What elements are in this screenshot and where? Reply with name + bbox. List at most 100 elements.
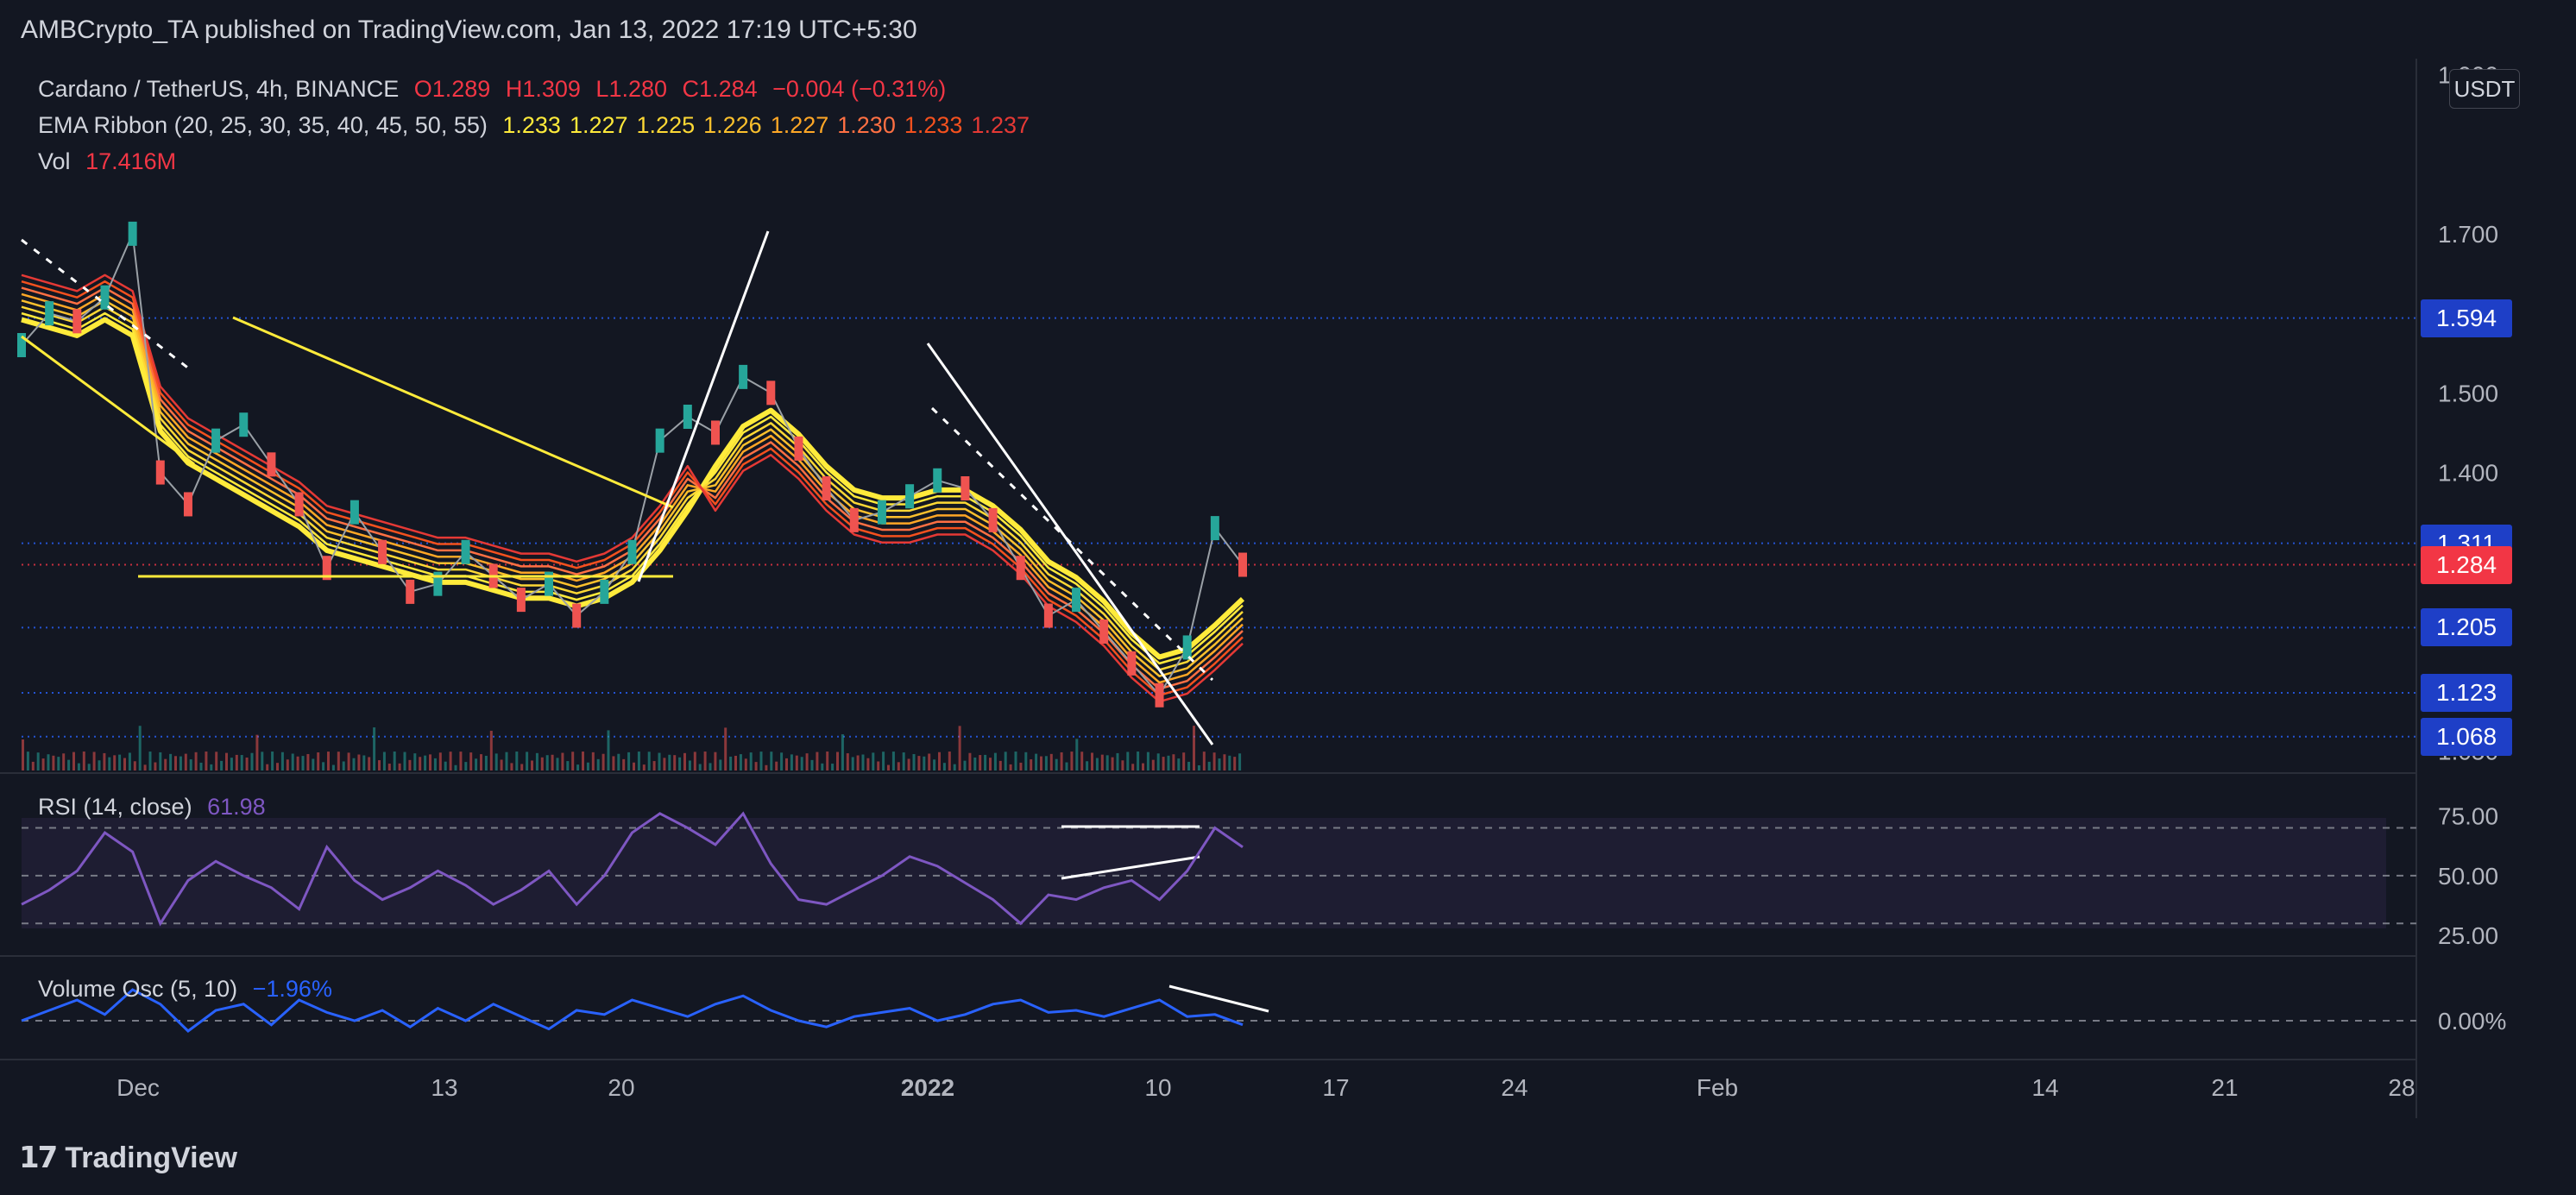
price-candle (322, 556, 331, 581)
price-candle (710, 420, 720, 445)
volume-bar (424, 755, 427, 770)
volume-bar (266, 764, 269, 770)
volume-bar (902, 752, 905, 770)
osc-value: −1.96% (252, 976, 332, 1002)
price-candle (294, 492, 304, 517)
volume-bar (189, 759, 192, 770)
volume-bar (179, 756, 182, 770)
unit-badge[interactable]: USDT (2449, 69, 2520, 109)
price-candle (350, 500, 359, 525)
volume-bar (1167, 755, 1170, 770)
tradingview-logo[interactable]: 𝟭𝟳 TradingView (19, 1141, 237, 1175)
volume-bar (795, 755, 798, 770)
trend-drawings[interactable] (21, 230, 1269, 1013)
price-badge-1.068: 1.068 (2421, 717, 2512, 756)
volume-bar (673, 755, 677, 770)
volume-bar (494, 753, 498, 770)
volume-bar (296, 756, 299, 770)
volume-bar (698, 764, 702, 770)
trendline-yellow-descending (232, 316, 674, 509)
volume-bar (1035, 753, 1038, 770)
symbol-legend[interactable]: Cardano / TetherUS, 4h, BINANCE O1.289 H… (38, 76, 954, 103)
volume-bar (1019, 762, 1023, 770)
rsi-legend[interactable]: RSI (14, close) 61.98 (38, 794, 274, 821)
ema-line-8 (21, 274, 1244, 703)
volume-bar (526, 752, 529, 770)
osc-path (21, 988, 1244, 1033)
volume-bar (668, 754, 671, 770)
volume-bar (688, 760, 691, 770)
rsi-value: 61.98 (207, 794, 266, 820)
volume-bar (1126, 752, 1130, 770)
time-tick-20: 20 (608, 1074, 634, 1101)
volume-bar (1014, 752, 1017, 770)
volume-bar (77, 763, 80, 770)
volume-bar (255, 734, 259, 770)
price-candle (794, 436, 803, 461)
volume-bar (601, 753, 605, 770)
rsi-axis-ticks: 75.00 50.00 25.00 (2438, 803, 2498, 949)
volume-bar (464, 762, 468, 770)
volume-bar (449, 752, 452, 770)
price-candle (267, 452, 276, 477)
price-candle (17, 333, 26, 357)
price-candle (1043, 603, 1053, 628)
price-candle (572, 603, 582, 628)
volume-bar (342, 761, 345, 770)
volume-bar (1055, 758, 1058, 770)
price-candle (849, 507, 859, 532)
price-candle (239, 412, 249, 437)
volume-bar (866, 758, 870, 770)
volume-bar (912, 753, 916, 770)
volume-bar (210, 764, 213, 770)
ema-legend[interactable]: EMA Ribbon (20, 25, 30, 35, 40, 45, 50, … (38, 112, 1047, 139)
volume-bar (703, 752, 707, 770)
volume-bar (331, 764, 335, 770)
price-candle (1072, 588, 1081, 613)
volume-bar (948, 752, 951, 770)
volume-bar (841, 734, 844, 770)
ema-value-8: 1.237 (971, 112, 1030, 138)
volume-bar (1177, 758, 1181, 770)
osc-tick: 0.00% (2438, 1008, 2506, 1035)
price-candle (211, 428, 221, 453)
volume-bar (280, 752, 284, 770)
volume-bar (184, 753, 187, 770)
volume-bar (785, 758, 788, 770)
volume-bar (607, 730, 610, 770)
volume-bar (663, 758, 666, 770)
price-candle (766, 381, 776, 406)
volume-bar (1202, 752, 1206, 770)
volume-bar (118, 754, 122, 770)
volume-bar (887, 764, 890, 770)
volume-bar (62, 753, 66, 770)
price-candle (655, 428, 664, 453)
volume-bar (148, 752, 152, 770)
volume-bar (612, 756, 615, 770)
rsi-tick-25.00: 25.00 (2438, 922, 2498, 949)
volume-bar (591, 752, 595, 770)
volume-bar (138, 726, 142, 770)
time-axis-ticks: Dec 13 20 2022 10 17 24 Feb 14 21 28 (117, 1074, 2415, 1101)
volume-osc-series (21, 988, 2416, 1033)
volume-bar (836, 752, 839, 770)
volume-bar (1182, 752, 1186, 770)
volume-bar (1187, 761, 1191, 770)
volume-bar (489, 730, 493, 770)
vol-legend[interactable]: Vol 17.416M (38, 148, 185, 175)
volume-bar (1065, 762, 1068, 770)
volume-bar (637, 752, 640, 770)
time-tick-17: 17 (1322, 1074, 1349, 1101)
volume-bar (979, 755, 982, 770)
channel-upper (926, 343, 1214, 745)
volume-bar (998, 760, 1002, 770)
volume-bar (1137, 752, 1140, 770)
osc-legend[interactable]: Volume Osc (5, 10) −1.96% (38, 976, 341, 1003)
volume-bar (759, 752, 763, 770)
channel-dashed (930, 406, 1214, 682)
ema-line-1 (21, 317, 1245, 660)
volume-bar (647, 752, 651, 770)
volume-bar (683, 752, 686, 770)
